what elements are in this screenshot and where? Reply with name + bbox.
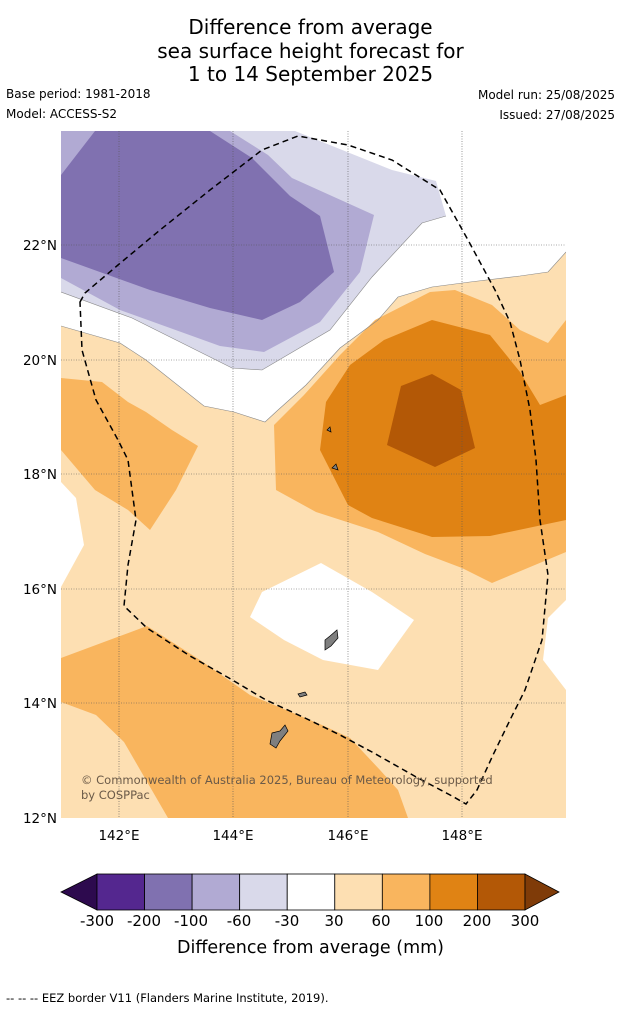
island-guam (269, 724, 289, 749)
island (331, 463, 339, 471)
issued-text: Issued: 27/08/2025 (499, 108, 615, 122)
latitude-labels: 22°N 20°N 18°N 16°N 14°N 12°N (23, 238, 57, 827)
lon-label: 146°E (327, 828, 368, 844)
lon-label: 144°E (212, 828, 253, 844)
colorbar-swatch (477, 873, 526, 911)
model-run-text: Model run: 25/08/2025 (477, 88, 615, 102)
contour-neutral-east (543, 600, 566, 690)
lon-label: 142°E (98, 828, 139, 844)
colorbar (60, 873, 560, 911)
colorbar-swatch (429, 873, 478, 911)
eez-border (79, 135, 549, 805)
island-saipan (324, 629, 339, 651)
colorbar-swatch (144, 873, 193, 911)
lat-label: 20°N (23, 353, 57, 369)
colorbar-title: Difference from average (mm) (176, 938, 445, 958)
lat-label: 18°N (23, 467, 57, 483)
title-line-2: sea surface height forecast for (157, 38, 464, 63)
colorbar-tick-label: 30 (324, 912, 344, 930)
colorbar-swatch (286, 873, 336, 911)
base-period-text: Base period: 1981-2018 (6, 87, 151, 101)
colorbar-tick-label: 200 (462, 912, 492, 930)
colorbar-tick-label: 60 (371, 912, 391, 930)
contour-200-300 (387, 374, 475, 467)
longitude-labels: 142°E 144°E 146°E 148°E (98, 828, 482, 844)
colorbar-tick-label: 300 (510, 912, 540, 930)
lat-label: 16°N (23, 582, 57, 598)
model-text: Model: ACCESS-S2 (6, 107, 118, 121)
lat-label: 14°N (23, 696, 57, 712)
colorbar-tick-label: -60 (226, 912, 252, 930)
colorbar-swatch (239, 873, 288, 911)
colorbar-tick-label: -100 (173, 912, 209, 930)
colorbar-tick-label: -200 (126, 912, 162, 930)
copyright-text-line2: by COSPPac (81, 788, 150, 802)
contour-fields (61, 131, 566, 818)
colorbar-swatch (191, 873, 241, 911)
lat-label: 22°N (23, 238, 57, 254)
colorbar-extension-low (60, 873, 98, 911)
lon-label: 148°E (441, 828, 482, 844)
island (326, 426, 332, 433)
gridlines (61, 131, 566, 818)
island-rota (297, 691, 308, 698)
colorbar-tick-label: 100 (414, 912, 444, 930)
title-line-1: Difference from average (188, 15, 433, 39)
title-line-3: 1 to 14 September 2025 (187, 62, 434, 86)
colorbar-swatch (96, 873, 145, 911)
contour-60-100-west (61, 378, 198, 530)
islands (269, 426, 339, 749)
contour-neutral-west (61, 482, 84, 587)
colorbar-tick-label: -300 (79, 912, 115, 930)
eez-legend-text: -- -- -- EEZ border V11 (Flanders Marine… (6, 991, 329, 1005)
copyright-text: © Commonwealth of Australia 2025, Bureau… (81, 773, 493, 787)
contour-minus-100-200 (61, 131, 334, 320)
colorbar-swatch (334, 873, 383, 911)
colorbar-swatch (381, 873, 431, 911)
colorbar-tick-label: -30 (274, 912, 300, 930)
contour-neutral-island (250, 563, 414, 670)
colorbar-extension-high (524, 873, 560, 911)
contour-60-100-south (61, 626, 408, 818)
contour-lines (61, 215, 566, 423)
lat-label: 12°N (23, 811, 57, 827)
